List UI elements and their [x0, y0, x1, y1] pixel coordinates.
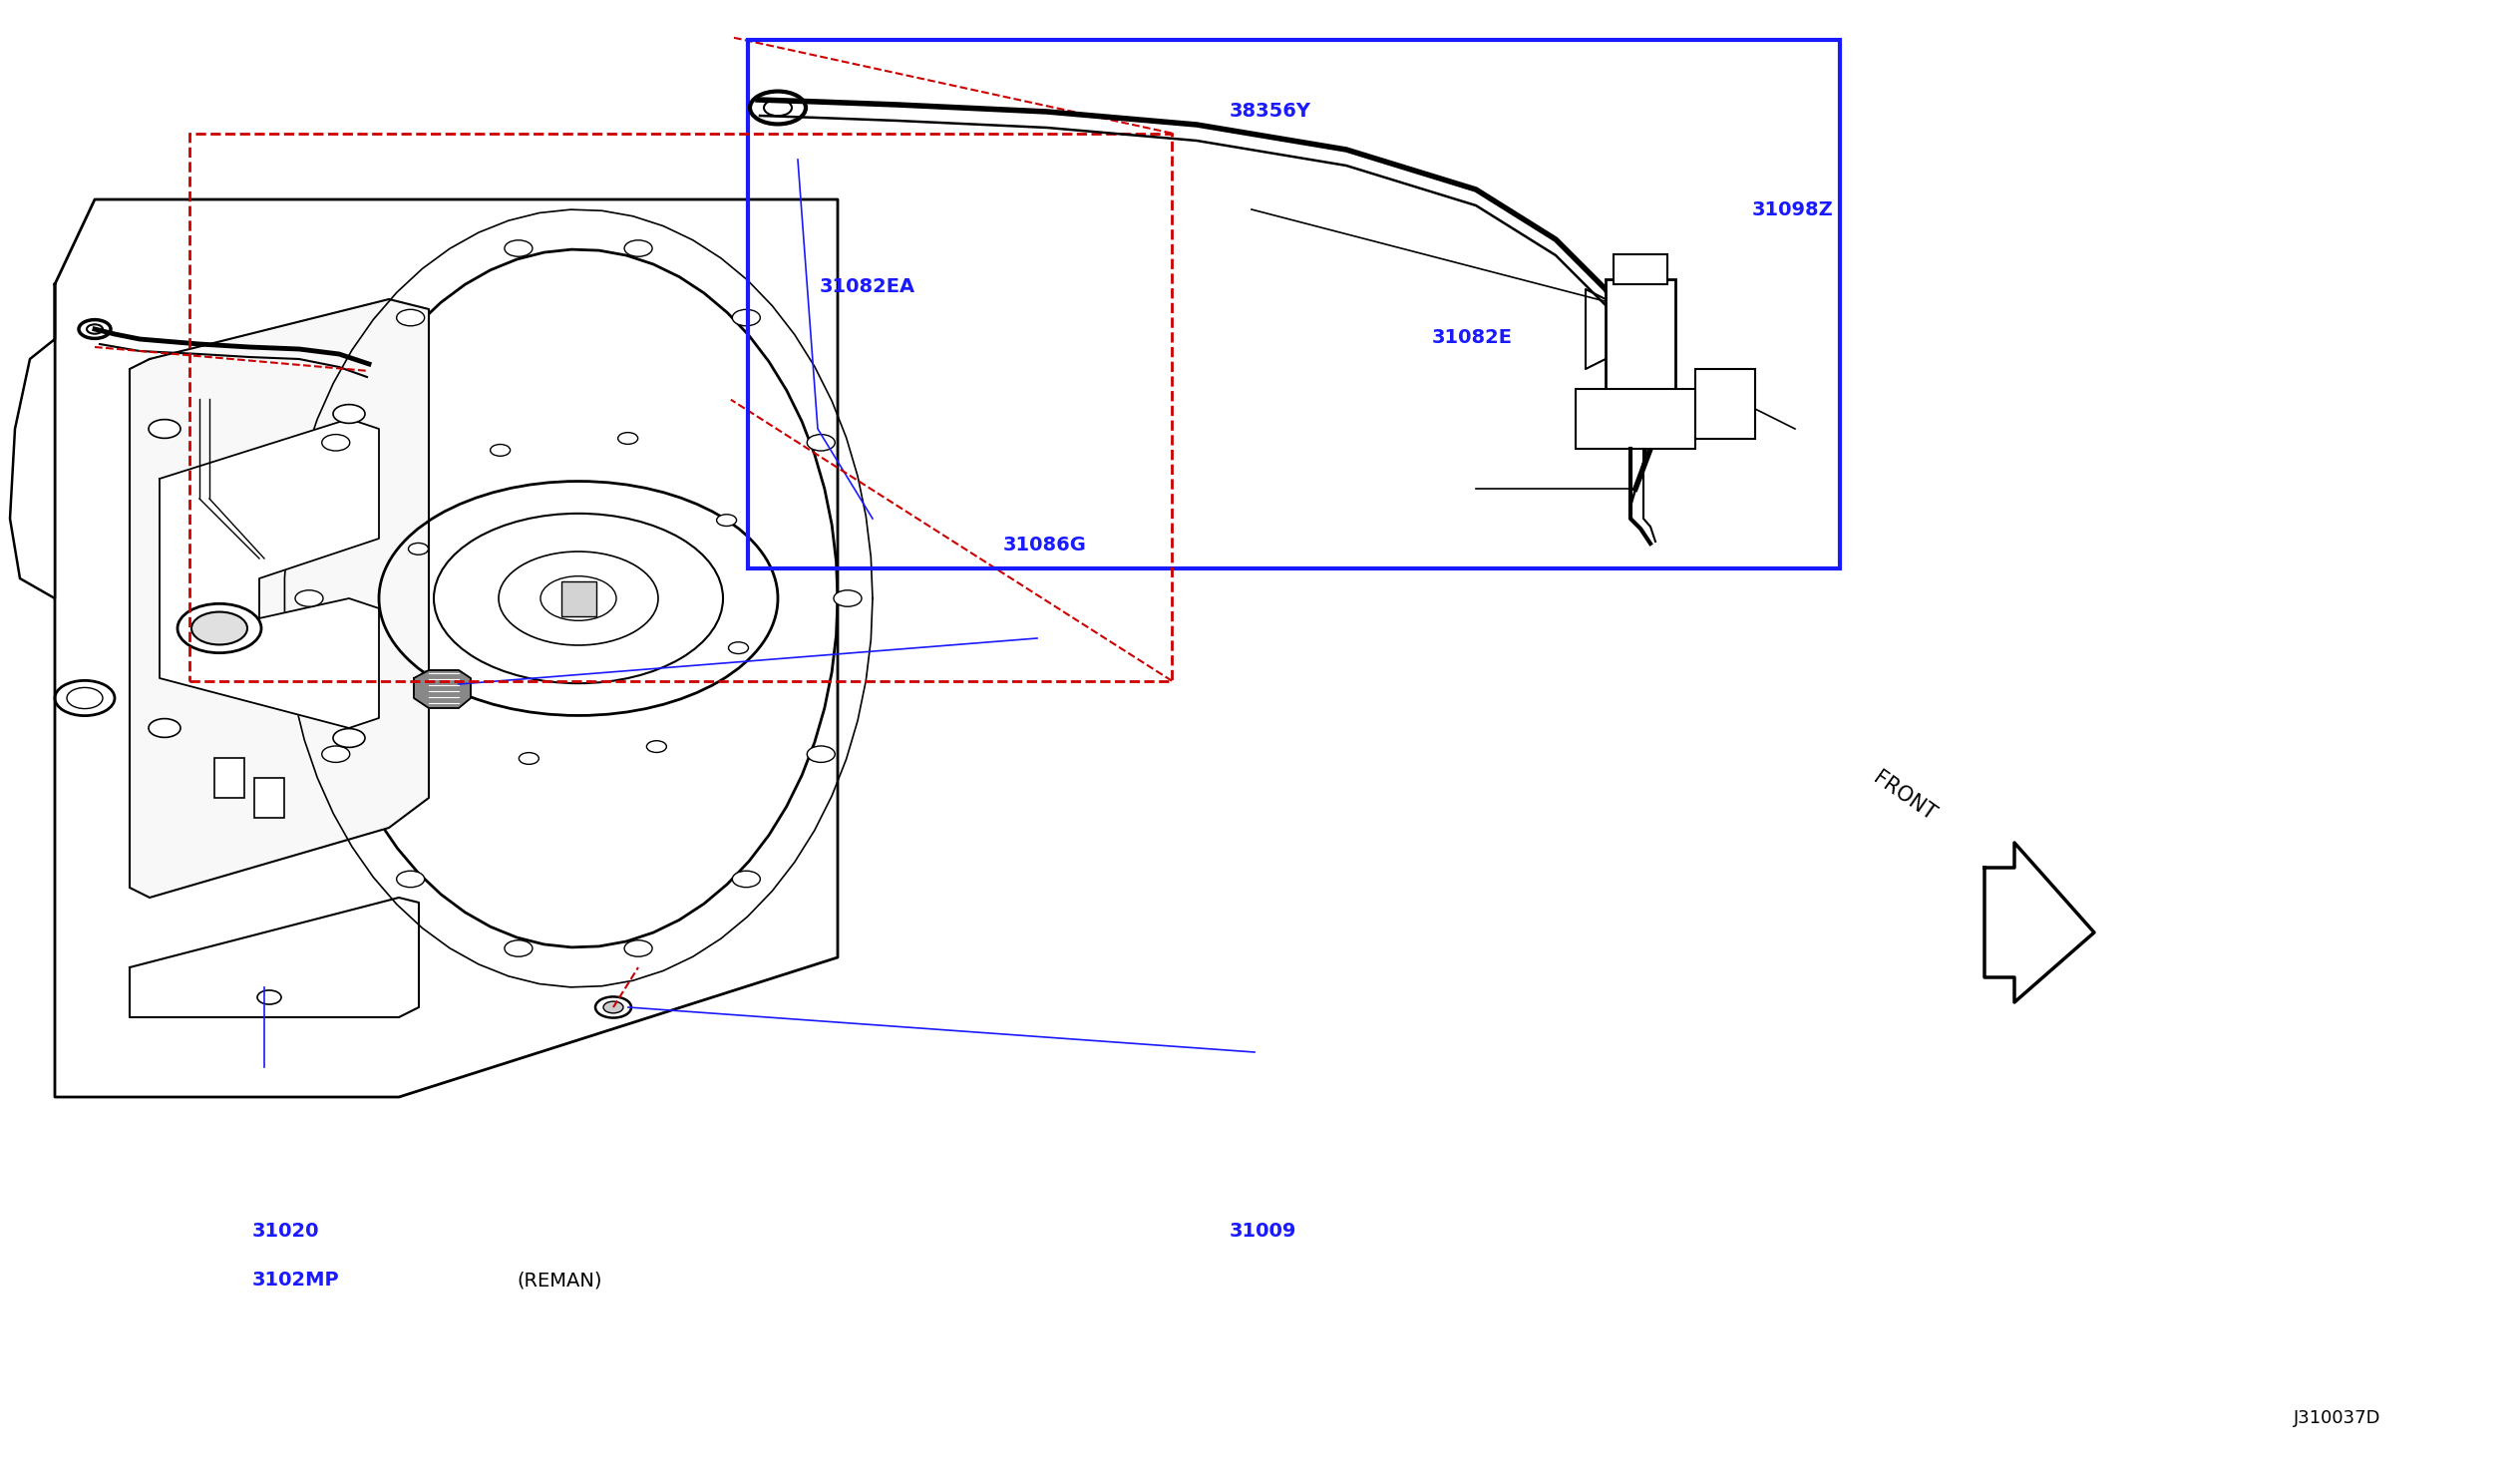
Polygon shape	[129, 299, 428, 897]
Text: (REMAN): (REMAN)	[517, 1271, 602, 1289]
Bar	[1696, 369, 1754, 438]
Circle shape	[519, 753, 539, 764]
Circle shape	[421, 670, 441, 682]
Polygon shape	[55, 200, 837, 1097]
Bar	[1605, 280, 1676, 389]
Bar	[748, 40, 1840, 568]
Circle shape	[504, 240, 532, 256]
Circle shape	[728, 642, 748, 654]
Polygon shape	[320, 250, 837, 947]
Circle shape	[323, 435, 350, 451]
Circle shape	[806, 435, 834, 451]
Text: 3102MP: 3102MP	[252, 1271, 340, 1289]
Text: 31009: 31009	[1230, 1222, 1298, 1240]
Polygon shape	[1983, 842, 2094, 1002]
Text: FRONT: FRONT	[1870, 768, 1940, 824]
Polygon shape	[413, 670, 471, 707]
Circle shape	[834, 591, 862, 607]
Circle shape	[625, 240, 653, 256]
Circle shape	[806, 746, 834, 762]
Circle shape	[333, 728, 365, 747]
Text: 31082E: 31082E	[1431, 329, 1512, 346]
Text: 31086G: 31086G	[1003, 536, 1086, 554]
Text: 38356Y: 38356Y	[1230, 102, 1310, 120]
Circle shape	[602, 1002, 622, 1014]
Circle shape	[408, 543, 428, 555]
Circle shape	[176, 604, 262, 653]
Text: 31082EA: 31082EA	[819, 278, 915, 296]
Circle shape	[192, 611, 247, 645]
Circle shape	[648, 740, 665, 752]
Bar	[255, 778, 285, 818]
Bar	[1613, 255, 1668, 284]
Circle shape	[716, 515, 736, 525]
Bar	[189, 133, 1172, 681]
Bar	[1575, 389, 1696, 448]
Text: J310037D: J310037D	[2293, 1409, 2381, 1427]
Circle shape	[396, 870, 423, 888]
Circle shape	[333, 404, 365, 423]
Circle shape	[396, 309, 423, 326]
Circle shape	[295, 591, 323, 607]
Bar	[214, 758, 244, 798]
Polygon shape	[10, 284, 55, 598]
Bar	[562, 582, 595, 616]
Circle shape	[149, 419, 181, 438]
Circle shape	[595, 996, 630, 1018]
Circle shape	[733, 870, 761, 888]
Circle shape	[625, 940, 653, 956]
Text: 31020: 31020	[252, 1222, 320, 1240]
Circle shape	[257, 990, 282, 1005]
Circle shape	[323, 746, 350, 762]
Circle shape	[491, 444, 509, 456]
Circle shape	[149, 719, 181, 737]
Polygon shape	[129, 897, 418, 1017]
Circle shape	[617, 432, 638, 444]
Circle shape	[733, 309, 761, 326]
Circle shape	[504, 940, 532, 956]
Polygon shape	[159, 419, 378, 728]
Text: 31098Z: 31098Z	[1751, 201, 1832, 219]
